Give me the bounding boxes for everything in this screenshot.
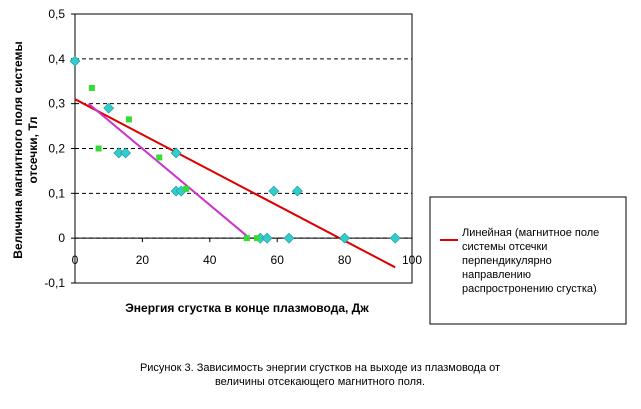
data-point-square: [243, 235, 250, 242]
x-tick-label: 80: [338, 253, 352, 267]
y-tick-label: 0,3: [48, 97, 65, 111]
trendlines: [74, 98, 396, 269]
y-tick-label: -0,1: [44, 276, 65, 290]
x-tick-label: 100: [402, 253, 422, 267]
trendline-linear-red: [74, 98, 396, 269]
legend-line-1: Линейная (магнитное поле: [462, 227, 599, 239]
y-axis-title-line-1: Величина магнитного поля системы: [11, 41, 25, 258]
x-tick-label: 40: [203, 253, 217, 267]
y-tick-label: 0,2: [48, 142, 65, 156]
data-point-diamond: [339, 232, 351, 244]
data-markers: [69, 55, 401, 244]
y-tick-label: 0: [58, 231, 65, 245]
data-point-square: [156, 154, 163, 161]
data-point-diamond: [120, 147, 131, 159]
data-point-square: [125, 116, 132, 123]
data-point-square: [183, 185, 190, 192]
y-tick-label: 0,4: [48, 52, 65, 66]
x-axis-title: Энергия сгустка в конце плазмовода, Дж: [125, 301, 369, 315]
legend-line-3: перпендикулярно: [462, 255, 552, 267]
data-point-diamond: [268, 185, 280, 197]
legend-line-2: системы отсечки: [462, 241, 547, 253]
data-point-diamond: [103, 102, 115, 114]
legend-line-5: распростронению сгустка): [462, 283, 597, 295]
caption-line-2: величины отсекающего магнитного поля.: [214, 376, 426, 388]
y-axis-title-line-2: отсечки, Тл: [26, 116, 40, 183]
data-point-diamond: [389, 232, 401, 244]
legend-line-4: направлению: [462, 269, 531, 281]
legend: Линейная (магнитное поле системы отсечки…: [429, 196, 627, 325]
y-axis-title: Величина магнитного поля системы отсечки…: [11, 41, 40, 258]
trendline-magenta: [87, 102, 248, 237]
x-tick-label: 20: [136, 253, 150, 267]
data-point-diamond: [291, 185, 303, 197]
figure-caption: Рисунок 3. Зависимость энергии сгустков …: [40, 361, 600, 389]
data-point-diamond: [283, 232, 295, 244]
x-tick-label: 0: [72, 253, 79, 267]
data-point-square: [95, 145, 102, 152]
legend-box: [429, 196, 627, 325]
data-point-square: [253, 235, 260, 242]
data-point-diamond: [170, 147, 182, 159]
y-tick-label: 0,5: [48, 7, 65, 21]
y-axis: -0,1 0 0,1 0,2 0,3 0,4 0,5: [44, 7, 75, 290]
data-point-diamond: [69, 55, 81, 67]
data-point-square: [88, 84, 95, 91]
caption-line-1: Рисунок 3. Зависимость энергии сгустков …: [139, 362, 501, 374]
x-tick-label: 60: [271, 253, 285, 267]
data-point-diamond: [261, 232, 273, 244]
y-tick-label: 0,1: [48, 186, 65, 200]
x-axis: 0 20 40 60 80 100: [72, 237, 422, 267]
